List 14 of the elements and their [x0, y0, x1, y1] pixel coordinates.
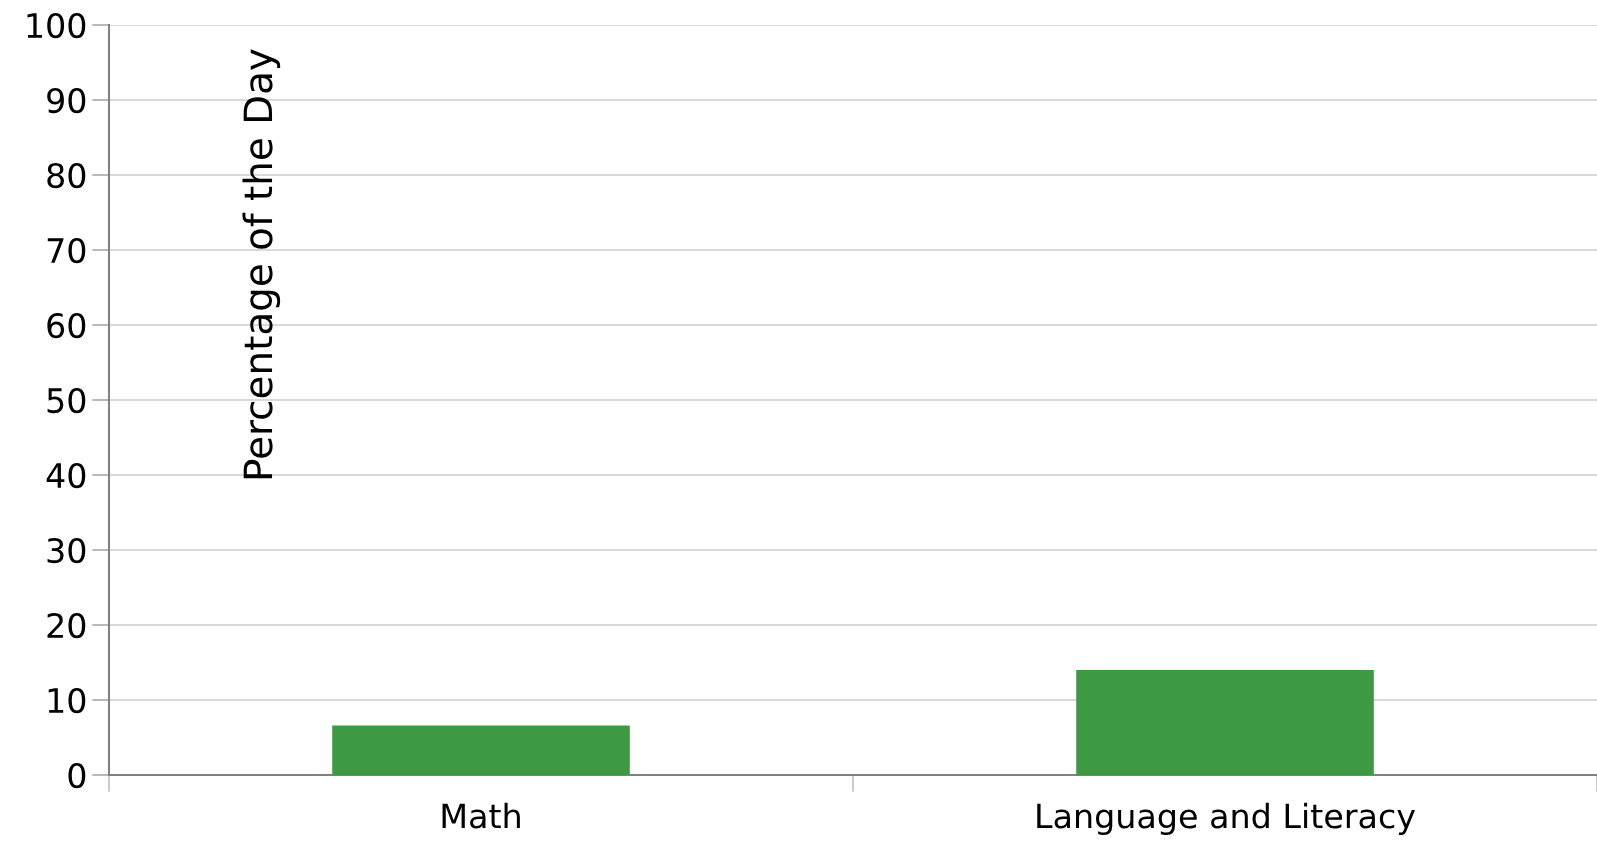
y-tick-label: 90 [47, 87, 86, 114]
y-tick-label: 50 [47, 387, 86, 414]
y-tick-label: 40 [46, 462, 86, 489]
y-tick-label: 10 [48, 687, 86, 714]
y-tick-label: 80 [47, 162, 86, 189]
y-tick-label: 60 [47, 312, 86, 339]
x-tick-label: Language and Literacy [1037, 802, 1415, 836]
y-tick-label: 30 [47, 537, 86, 564]
y-tick-label: 0 [68, 762, 86, 789]
y-tick-label: 70 [47, 237, 86, 264]
y-tick-label: 20 [47, 612, 86, 639]
y-axis-title: Percentage of the Day [242, 49, 281, 479]
x-tick-label: Math [442, 802, 520, 829]
y-tick-label: 100 [27, 12, 86, 39]
